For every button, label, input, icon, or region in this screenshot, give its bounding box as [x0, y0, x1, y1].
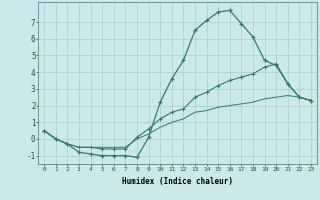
X-axis label: Humidex (Indice chaleur): Humidex (Indice chaleur) — [122, 177, 233, 186]
